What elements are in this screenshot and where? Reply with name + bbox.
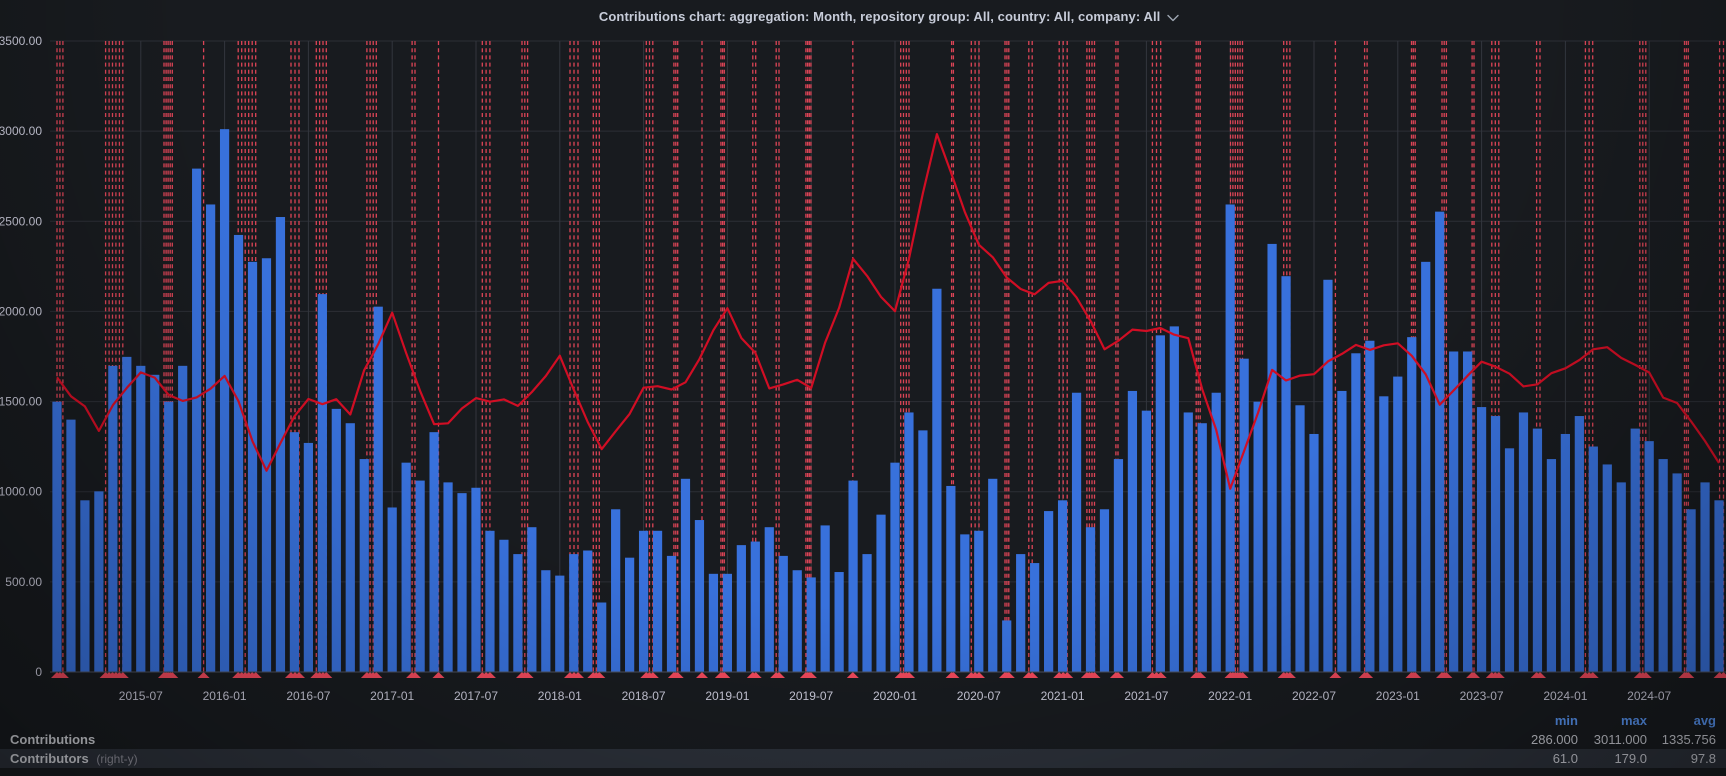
svg-text:500.00: 500.00 [5, 575, 42, 589]
svg-text:2000.00: 2000.00 [0, 304, 42, 318]
svg-text:2017-07: 2017-07 [454, 689, 498, 703]
svg-text:2024-07: 2024-07 [1627, 689, 1671, 703]
svg-text:2021-01: 2021-01 [1041, 689, 1085, 703]
svg-text:2019-07: 2019-07 [789, 689, 833, 703]
svg-text:2018-07: 2018-07 [622, 689, 666, 703]
svg-text:0: 0 [35, 665, 42, 679]
svg-text:1500.00: 1500.00 [0, 395, 42, 409]
svg-text:2016-01: 2016-01 [203, 689, 247, 703]
svg-text:2022-07: 2022-07 [1292, 689, 1336, 703]
svg-text:3500.00: 3500.00 [0, 34, 42, 48]
svg-text:1000.00: 1000.00 [0, 485, 42, 499]
svg-text:2020-07: 2020-07 [957, 689, 1001, 703]
svg-text:2015-07: 2015-07 [119, 689, 163, 703]
svg-text:2023-01: 2023-01 [1376, 689, 1420, 703]
svg-text:2500.00: 2500.00 [0, 214, 42, 228]
svg-text:2020-01: 2020-01 [873, 689, 917, 703]
svg-text:2023-07: 2023-07 [1460, 689, 1504, 703]
svg-text:2018-01: 2018-01 [538, 689, 582, 703]
svg-text:2016-07: 2016-07 [286, 689, 330, 703]
svg-text:3000.00: 3000.00 [0, 124, 42, 138]
svg-text:2017-01: 2017-01 [370, 689, 414, 703]
svg-text:2022-01: 2022-01 [1208, 689, 1252, 703]
svg-text:2021-07: 2021-07 [1124, 689, 1168, 703]
svg-text:2019-01: 2019-01 [705, 689, 749, 703]
svg-text:2024-01: 2024-01 [1543, 689, 1587, 703]
